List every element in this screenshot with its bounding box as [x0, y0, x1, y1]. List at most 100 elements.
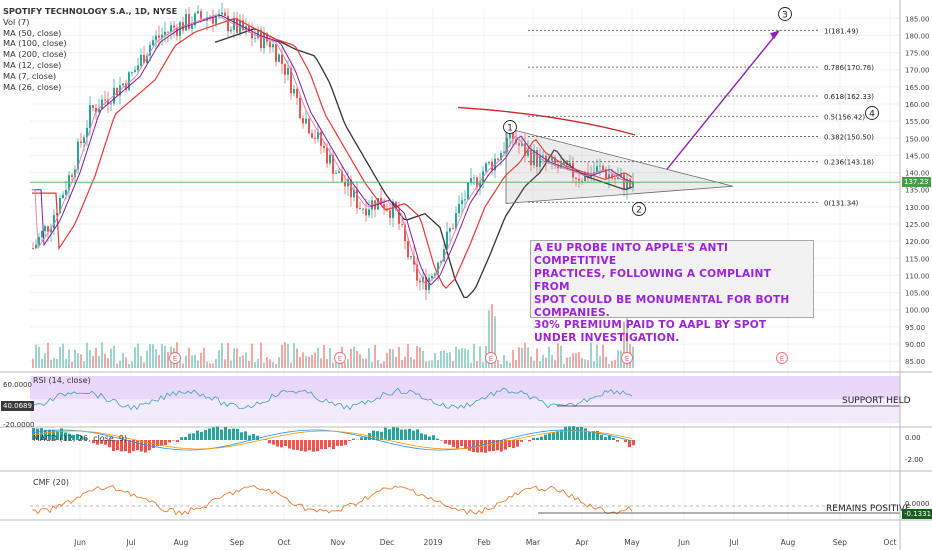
volume-bar [617, 350, 619, 368]
y-tick-label: 150.00 [905, 135, 930, 143]
volume-bar [248, 360, 250, 368]
candle-body [95, 108, 97, 113]
volume-bar [410, 357, 412, 368]
candle-body [116, 87, 118, 96]
macd-histogram-bar [580, 426, 583, 440]
fib-level-label: 0.618(162.33) [824, 93, 874, 101]
macd-histogram-bar [308, 440, 311, 451]
volume-bar [572, 353, 574, 368]
fib-level-label: 0.236(143.18) [824, 159, 874, 167]
earnings-marker: E [625, 355, 629, 363]
candle-body [464, 199, 466, 201]
macd-histogram-bar [536, 437, 539, 440]
macd-histogram-bar [520, 440, 523, 442]
candle-body [518, 143, 520, 146]
candle-body [197, 11, 199, 14]
earnings-marker-circle [621, 352, 633, 364]
volume-bar [404, 356, 406, 368]
candle-body [320, 131, 322, 146]
candle-body [47, 226, 49, 232]
macd-histogram-bar [132, 440, 135, 452]
volume-bar [389, 348, 391, 368]
candle-body [254, 37, 256, 39]
candle-body [458, 204, 460, 214]
candle-body [104, 99, 106, 101]
macd-signal-line [31, 430, 633, 450]
volume-bar [458, 349, 460, 368]
volume-bar [467, 349, 469, 368]
legend-ma7: MA (7, close) [3, 70, 57, 81]
rsi-label: RSI (14, close) [33, 376, 91, 385]
volume-bar [149, 344, 151, 368]
macd-histogram-bar [592, 431, 595, 440]
volume-bar [101, 342, 103, 368]
candle-body [542, 155, 544, 157]
candle-body [479, 181, 481, 188]
volume-bar [476, 361, 478, 368]
macd-histogram-bar [552, 432, 555, 440]
candle-body [173, 25, 175, 28]
macd-histogram-bar [304, 440, 307, 452]
macd-histogram-bar [256, 435, 259, 440]
volume-bar [302, 352, 304, 368]
macd-histogram-bar [324, 440, 327, 450]
volume-bar [104, 353, 106, 368]
candle-body [65, 189, 67, 195]
macd-histogram-bar [68, 433, 71, 440]
candle-body [98, 108, 100, 113]
candle-body [341, 171, 343, 182]
candle-body [185, 13, 187, 31]
candle-body [41, 231, 43, 238]
cmf-tick-0: 0.0000 [905, 500, 930, 508]
candle-body [314, 137, 316, 139]
volume-bar [41, 358, 43, 368]
x-tick-label: Apr [576, 538, 590, 547]
macd-histogram-bar [612, 437, 615, 440]
candle-body [71, 175, 73, 177]
macd-histogram-bar [40, 428, 43, 440]
macd-histogram-bar [120, 440, 123, 452]
volume-bar [320, 358, 322, 368]
candle-body [302, 118, 304, 124]
candle-body [278, 54, 280, 62]
rsi-tick-60: 60.0000 [3, 381, 32, 389]
volume-bar [107, 358, 109, 368]
volume-bar [446, 352, 448, 368]
candle-body [428, 278, 430, 290]
candle-body [242, 20, 244, 31]
candle-body [323, 145, 325, 148]
volume-bar [254, 362, 256, 368]
macd-histogram-bar [208, 428, 211, 440]
volume-bar [494, 316, 496, 368]
y-tick-label: 135.00 [905, 187, 930, 195]
macd-histogram-bar [540, 436, 543, 440]
candle-body [335, 172, 337, 174]
x-tick-label: Jun [677, 538, 690, 547]
candle-body [50, 228, 52, 232]
candle-body [599, 165, 601, 167]
volume-bar [293, 343, 295, 368]
volume-bar [386, 353, 388, 368]
volume-bar [380, 363, 382, 368]
macd-histogram-bar [624, 440, 627, 443]
candle-body [59, 198, 61, 213]
y-tick-label: 90.00 [905, 341, 925, 349]
volume-bar [128, 363, 130, 368]
macd-histogram-bar [276, 440, 279, 447]
volume-bar [497, 360, 499, 368]
candle-body [35, 244, 37, 249]
volume-bar [560, 345, 562, 368]
y-tick-label: 160.00 [905, 101, 930, 109]
volume-bar [143, 362, 145, 368]
candle-body [401, 223, 403, 225]
rsi-tick-20: -20.0000 [3, 421, 35, 429]
volume-bar [512, 349, 514, 368]
volume-bar [431, 360, 433, 368]
projection-arrow [666, 31, 779, 170]
note-line: PRACTICES, FOLLOWING A COMPLAINT FROM [534, 267, 772, 293]
candle-body [455, 213, 457, 229]
ma200-line [214, 28, 633, 299]
candle-body [284, 63, 286, 75]
candle-body [275, 44, 277, 62]
